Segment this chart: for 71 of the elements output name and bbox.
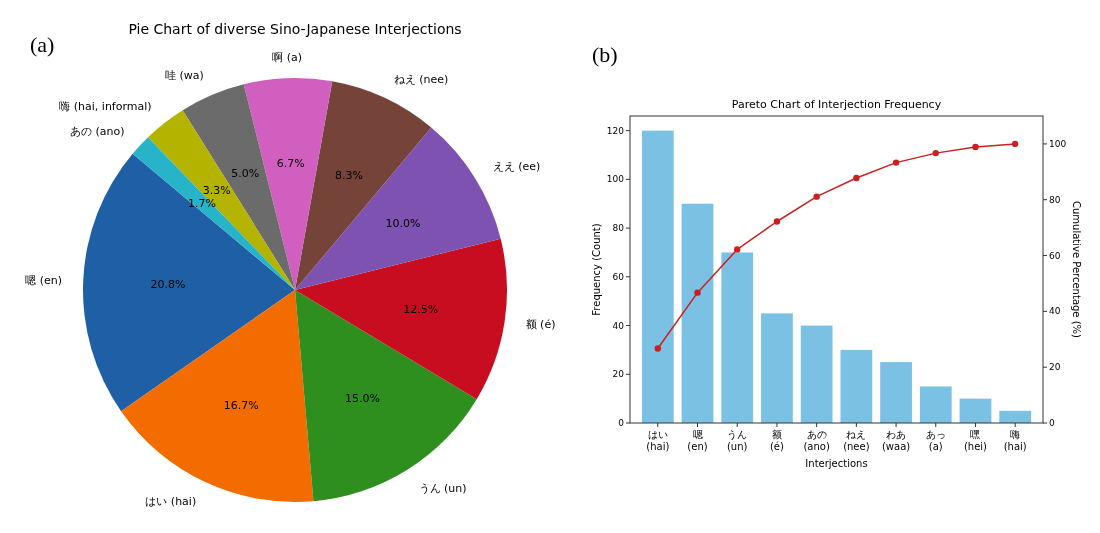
point bbox=[932, 149, 939, 157]
y-tick-label: 20 bbox=[612, 369, 625, 380]
point bbox=[813, 193, 820, 200]
pie-slice bbox=[295, 290, 477, 502]
point bbox=[734, 246, 741, 253]
data-label: 12.5% bbox=[403, 302, 439, 316]
x-tick-label: 嗨 (hai) bbox=[1003, 429, 1027, 452]
x-tick-label: あの (ano) bbox=[803, 429, 830, 452]
slice-label: うん (un) bbox=[418, 481, 467, 495]
y-tick-label: 60 bbox=[612, 271, 625, 282]
bar bbox=[880, 362, 912, 423]
chart-title: Pareto Chart of Interjection Frequency bbox=[731, 98, 942, 111]
bar bbox=[919, 386, 952, 423]
slice-label: 嗨 (hai, informal) bbox=[59, 100, 152, 114]
data-label: 6.7% bbox=[276, 156, 305, 170]
bar bbox=[959, 398, 992, 423]
y2-tick-label: 20 bbox=[1049, 362, 1061, 373]
y-tick-label: 80 bbox=[612, 223, 625, 234]
point bbox=[853, 174, 860, 182]
bar bbox=[840, 349, 873, 423]
x-tick-label: うん (un) bbox=[726, 429, 748, 452]
slice-label: 啊 (a) bbox=[272, 50, 303, 64]
bar bbox=[721, 252, 754, 423]
pie-slice bbox=[295, 238, 507, 400]
y2-tick-label: 60 bbox=[1049, 250, 1061, 261]
y-tick-label: 100 bbox=[606, 174, 625, 185]
x-tick-label: わあ (waa) bbox=[881, 429, 911, 452]
data-label: 3.3% bbox=[202, 183, 231, 197]
x-tick-label: 嗯 (en) bbox=[687, 429, 708, 452]
data-label: 15.0% bbox=[344, 391, 380, 405]
point bbox=[654, 345, 661, 352]
x-tick-label: あっ (a) bbox=[925, 429, 946, 452]
y-axis-title: Frequency (Count) bbox=[591, 223, 602, 316]
y2-tick-label: 100 bbox=[1049, 138, 1067, 149]
y-tick-label: 0 bbox=[618, 418, 625, 428]
bar bbox=[641, 130, 674, 423]
data-label: 5.0% bbox=[231, 166, 260, 180]
y2-tick-label: 40 bbox=[1049, 306, 1061, 317]
data-label: 8.3% bbox=[334, 168, 363, 182]
x-tick-label: 额 (é) bbox=[769, 429, 784, 452]
x-tick-label: はい (hai) bbox=[646, 429, 670, 452]
point bbox=[1012, 140, 1019, 148]
y-tick-label: 40 bbox=[612, 320, 625, 331]
slice-label: 额 (é) bbox=[525, 318, 556, 332]
bar bbox=[800, 325, 833, 423]
point bbox=[773, 218, 781, 225]
chart-title: Pie Chart of diverse Sino-Japanese Interjections bbox=[128, 21, 462, 37]
point bbox=[972, 143, 979, 151]
point bbox=[694, 289, 701, 296]
slice-label: ええ (ee) bbox=[492, 160, 541, 174]
y-tick-label: 120 bbox=[606, 125, 625, 136]
data-label: 16.7% bbox=[223, 399, 259, 413]
data-label: 10.0% bbox=[385, 216, 421, 230]
slice-label: ねえ (nee) bbox=[393, 72, 449, 86]
slice-label: 哇 (wa) bbox=[165, 69, 204, 83]
slice-label: あの (ano) bbox=[70, 124, 125, 138]
x-tick-label: 嘿 (hei) bbox=[963, 429, 988, 452]
x-tick-label: ねえ (nee) bbox=[843, 429, 870, 452]
data-label: 20.8% bbox=[150, 278, 186, 292]
slice-label: 嗯 (en) bbox=[25, 273, 63, 287]
y2-tick-label: 80 bbox=[1049, 194, 1061, 205]
slice-label: はい (hai) bbox=[145, 495, 197, 509]
bar bbox=[681, 203, 714, 423]
bar bbox=[761, 313, 793, 423]
text: (b) bbox=[592, 42, 618, 67]
text: (a) bbox=[30, 32, 55, 57]
y2-tick-label: 0 bbox=[1049, 418, 1055, 428]
y2-axis-title: Cumulative Percentage (%) bbox=[1071, 201, 1082, 339]
point bbox=[892, 159, 900, 166]
x-axis-title: Interjections bbox=[805, 458, 868, 469]
bar bbox=[999, 410, 1032, 423]
